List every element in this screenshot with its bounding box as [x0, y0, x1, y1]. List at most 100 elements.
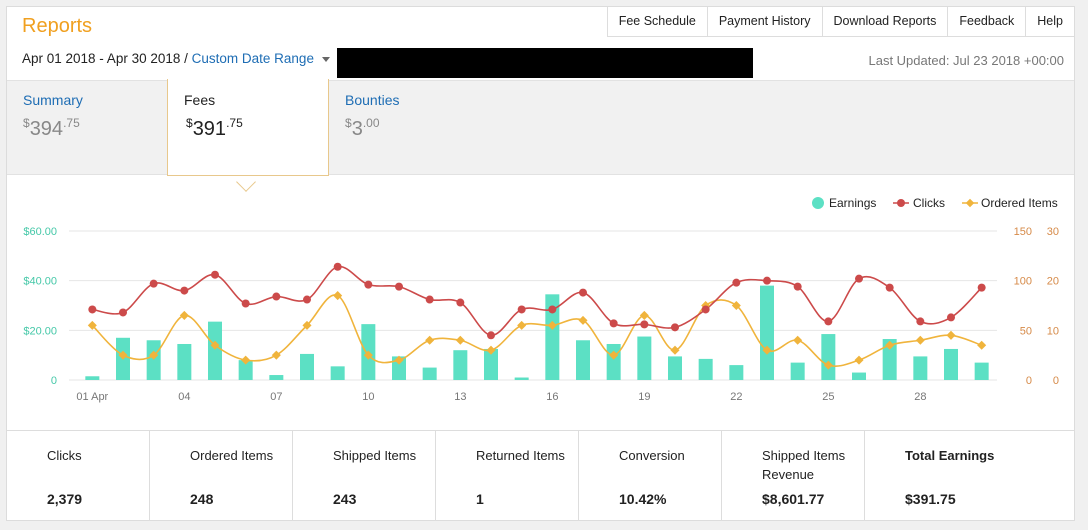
payment-history-link[interactable]: Payment History [708, 7, 823, 36]
clicks-point [640, 320, 649, 329]
earnings-bar [392, 356, 406, 380]
y-right-items-tick-label: 30 [1047, 226, 1059, 238]
legend-clicks-label: Clicks [913, 196, 945, 210]
tab-fees-amount: $391.75 [186, 116, 243, 140]
clicks-point [395, 282, 403, 291]
x-tick-label: 22 [730, 391, 742, 403]
ordered-items-point [302, 320, 312, 330]
earnings-bar [668, 356, 682, 380]
x-tick-label: 07 [270, 391, 282, 403]
clicks-point [548, 305, 557, 314]
earnings-bar [637, 336, 652, 380]
ordered-items-point [639, 310, 649, 320]
clicks-point [241, 299, 250, 308]
x-tick-label: 13 [454, 391, 466, 403]
earnings-bar [85, 376, 100, 380]
earnings-bar [729, 365, 744, 380]
clicks-point [609, 319, 618, 328]
y-right-clicks-tick-label: 50 [1020, 325, 1032, 337]
earnings-bar [944, 348, 958, 380]
clicks-point [119, 308, 127, 317]
ordered-items-point [179, 310, 189, 320]
stat-returned-items: Returned Items 1 [436, 431, 579, 521]
y-left-tick-label: $40.00 [23, 276, 57, 288]
ordered-items-point [731, 300, 741, 311]
last-updated: Last Updated: Jul 23 2018 +00:00 [868, 53, 1064, 68]
redacted-block [337, 48, 753, 78]
clicks-point [855, 274, 863, 283]
feedback-link[interactable]: Feedback [948, 7, 1027, 36]
ordered-items-point [670, 345, 680, 355]
ordered-items-point [547, 320, 557, 330]
earnings-bar [330, 366, 345, 380]
tab-bounties-label: Bounties [345, 92, 400, 108]
x-tick-label: 04 [178, 391, 190, 403]
clicks-point [272, 292, 281, 301]
download-reports-link[interactable]: Download Reports [823, 7, 949, 36]
ordered-items-point [793, 335, 803, 345]
y-left-tick-label: $20.00 [23, 325, 57, 337]
earnings-bar [760, 285, 774, 380]
x-tick-label: 01 Apr [76, 391, 108, 403]
tab-fees[interactable]: Fees $391.75 [167, 79, 329, 176]
y-right-items-tick-label: 20 [1047, 276, 1059, 288]
tab-bounties[interactable]: Bounties $3.00 [345, 92, 399, 141]
earnings-bar [882, 339, 897, 380]
clicks-point [456, 298, 465, 307]
earnings-bar [821, 334, 836, 380]
y-right-clicks-tick-label: 0 [1026, 375, 1032, 387]
help-link[interactable]: Help [1037, 14, 1063, 28]
clicks-point [824, 317, 833, 326]
clicks-point [180, 286, 189, 295]
stat-shipped-items: Shipped Items 243 [293, 431, 436, 521]
clicks-point [303, 295, 311, 304]
clicks-line [92, 265, 983, 337]
clicks-point [333, 262, 342, 271]
x-tick-label: 10 [362, 391, 374, 403]
clicks-point [916, 317, 925, 326]
chevron-down-icon [321, 56, 330, 62]
clicks-point [793, 282, 802, 291]
y-right-clicks-tick-label: 150 [1014, 226, 1032, 238]
x-tick-label: 19 [638, 391, 650, 403]
ordered-items-point [823, 360, 833, 370]
earnings-bar [790, 362, 805, 380]
clicks-point [671, 323, 679, 332]
legend-earnings-marker [812, 197, 824, 209]
y-left-tick-label: 0 [51, 375, 57, 387]
tab-summary-label: Summary [23, 92, 83, 108]
tab-summary[interactable]: Summary $394.75 [23, 92, 83, 141]
legend-earnings-label: Earnings [829, 196, 876, 210]
ordered-items-point [517, 320, 527, 330]
custom-date-range-label: Custom Date Range [191, 51, 314, 66]
date-range: Apr 01 2018 - Apr 30 2018 / Custom Date … [22, 51, 330, 66]
ordered-items-point [394, 355, 404, 365]
fee-schedule-link[interactable]: Fee Schedule [608, 7, 708, 36]
clicks-point [977, 283, 986, 292]
earnings-bar [545, 294, 560, 380]
earnings-bar [484, 348, 498, 380]
ordered-items-point [455, 335, 465, 345]
clicks-point [149, 279, 158, 288]
stat-ordered-items: Ordered Items 248 [150, 431, 293, 521]
custom-date-range-dropdown[interactable]: Custom Date Range [192, 51, 330, 66]
clicks-point [487, 331, 495, 340]
clicks-point [947, 313, 955, 322]
x-tick-label: 16 [546, 391, 558, 403]
clicks-point [701, 305, 710, 314]
earnings-bar [300, 353, 314, 380]
page-title: Reports [22, 15, 93, 37]
earnings-bar [576, 340, 590, 380]
clicks-point [885, 283, 894, 292]
x-tick-label: 28 [914, 391, 926, 403]
earnings-bar [422, 367, 437, 380]
clicks-point [364, 280, 373, 289]
y-right-items-tick-label: 10 [1047, 325, 1059, 337]
earnings-bar [208, 321, 222, 380]
earnings-bar [514, 377, 529, 380]
clicks-point [763, 276, 771, 285]
stat-total-earnings: Total Earnings $391.75 [905, 448, 995, 507]
legend-clicks-marker [897, 199, 905, 207]
tab-bounties-amount: $3.00 [345, 116, 380, 140]
